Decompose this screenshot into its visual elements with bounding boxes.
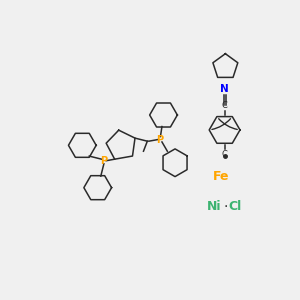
- Text: Fe: Fe: [212, 169, 229, 183]
- Text: C: C: [222, 101, 227, 110]
- Text: P: P: [156, 135, 163, 145]
- Text: C: C: [222, 150, 227, 159]
- Text: Cl: Cl: [228, 200, 241, 213]
- Text: P: P: [100, 156, 107, 166]
- Text: Ni: Ni: [207, 200, 221, 213]
- Text: ·: ·: [224, 200, 228, 214]
- Text: N: N: [220, 84, 229, 94]
